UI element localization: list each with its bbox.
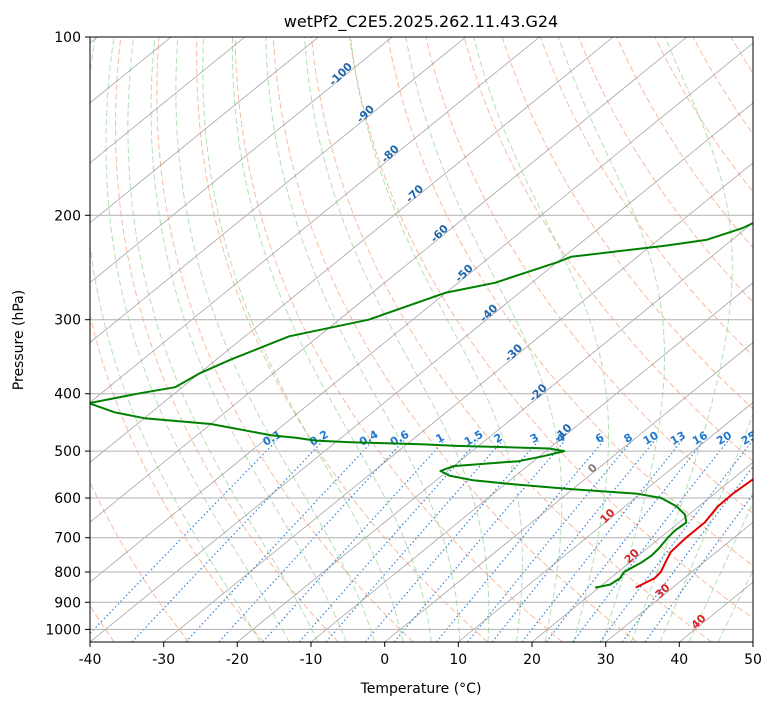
mixing-ratio-line (325, 440, 503, 642)
x-tick-label: -40 (79, 652, 102, 668)
mixing-ratio-line (364, 440, 539, 642)
x-tick-label: -10 (300, 652, 323, 668)
mixing-ratio-line (644, 493, 753, 642)
moist-adiabat-line (265, 37, 461, 642)
x-tick-label: 50 (744, 652, 762, 668)
chart-title: wetPf2_C2E5.2025.262.11.43.G24 (284, 12, 558, 32)
isotherms (90, 37, 753, 642)
mixing-ratio-line (90, 440, 278, 635)
dry-adiabat-line (463, 37, 753, 462)
y-tick-label: 800 (54, 565, 81, 581)
y-tick-label: 900 (54, 595, 81, 611)
isotherm-line (90, 37, 540, 403)
isotherm-line (90, 102, 753, 642)
mixing-ratio-line (131, 440, 324, 642)
mixing-ratio-line (545, 440, 705, 642)
moist-adiabat-line (175, 37, 376, 642)
y-tick-label: 200 (54, 208, 81, 224)
temperature-profile-line (635, 477, 753, 589)
isotherm-line (90, 37, 246, 164)
moist-adiabat-line (557, 37, 665, 642)
y-axis-label: Pressure (hPa) (11, 290, 27, 390)
moist-adiabats (90, 37, 753, 642)
y-tick-label: 1000 (45, 622, 81, 638)
isotherm-line (90, 37, 393, 284)
x-axis-ticks: -40 -30 -20 -10 0 10 20 30 40 50 (79, 642, 762, 668)
moist-adiabat-line (405, 37, 563, 642)
isotherm-line (90, 42, 753, 583)
x-tick-label: 30 (597, 652, 615, 668)
isotherm-line (458, 401, 753, 642)
dry-adiabat-line (196, 37, 488, 642)
moist-adiabat-line (90, 37, 261, 642)
moist-adiabat-line (630, 37, 733, 642)
dry-adiabat-line (349, 37, 753, 619)
moist-adiabat-line (659, 412, 753, 642)
dry-adiabat-line (387, 37, 753, 567)
dewpoint-profile-line (90, 222, 753, 589)
mixing-ratio-line (467, 440, 633, 642)
dry-adiabat-line (90, 480, 190, 642)
mixing-ratio-line (185, 440, 374, 642)
moist-adiabat-line (105, 37, 290, 642)
moist-adiabat-line (304, 37, 490, 642)
dry-adiabat-line (234, 37, 563, 642)
y-tick-label: 500 (54, 444, 81, 460)
isotherm-line (90, 37, 688, 523)
x-tick-label: -30 (152, 652, 175, 668)
y-tick-label: 300 (54, 313, 81, 329)
profile-series (90, 222, 753, 589)
isotherm-line (605, 521, 753, 642)
moist-adiabat-line (202, 37, 404, 642)
isotherm-line (531, 461, 753, 642)
y-axis-ticks: 100 200 300 400 500 600 700 800 900 1000 (45, 30, 90, 638)
y-tick-label: 400 (54, 387, 81, 403)
mixing-ratio-line (435, 440, 605, 642)
plot-frame (89, 36, 754, 643)
isotherm-line (384, 342, 753, 642)
dry-adiabat-line (311, 37, 712, 642)
moist-adiabat-line (150, 37, 347, 642)
mixing-ratio-line (298, 440, 479, 642)
isotherm-line (163, 162, 753, 642)
moist-adiabat-line (688, 501, 753, 642)
mixing-ratio-label: 25 (739, 429, 759, 448)
mixing-ratio-line (491, 440, 656, 642)
x-tick-label: 10 (449, 652, 467, 668)
isotherm-line (310, 282, 753, 642)
x-tick-label: 0 (380, 652, 389, 668)
y-tick-label: 600 (54, 491, 81, 507)
mixing-ratio-line (262, 440, 445, 642)
dry-adiabat-line (90, 313, 264, 642)
mixing-ratio-line (621, 465, 753, 642)
x-tick-label: 20 (523, 652, 541, 668)
isotherm-line (90, 37, 614, 463)
x-axis-label: Temperature (°C) (360, 681, 482, 697)
moist-adiabat-line (232, 37, 432, 642)
mixing-ratio-line (218, 440, 405, 642)
mixing-ratio-line (521, 440, 683, 642)
y-tick-label: 700 (54, 531, 81, 547)
dry-adiabat-line (501, 37, 753, 410)
isotherm-line (90, 37, 467, 344)
moist-adiabat-line (350, 37, 523, 642)
isotherm-line (90, 37, 319, 224)
mixing-ratio-lines (90, 440, 753, 642)
pressure-gridlines (90, 37, 753, 630)
isotherm-line (237, 222, 753, 642)
x-tick-label: -20 (226, 652, 249, 668)
moist-adiabat-line (473, 37, 609, 642)
x-tick-label: 40 (670, 652, 688, 668)
y-tick-label: 100 (54, 30, 81, 46)
moist-adiabat-line (127, 37, 319, 642)
moist-adiabat-line (717, 569, 753, 642)
